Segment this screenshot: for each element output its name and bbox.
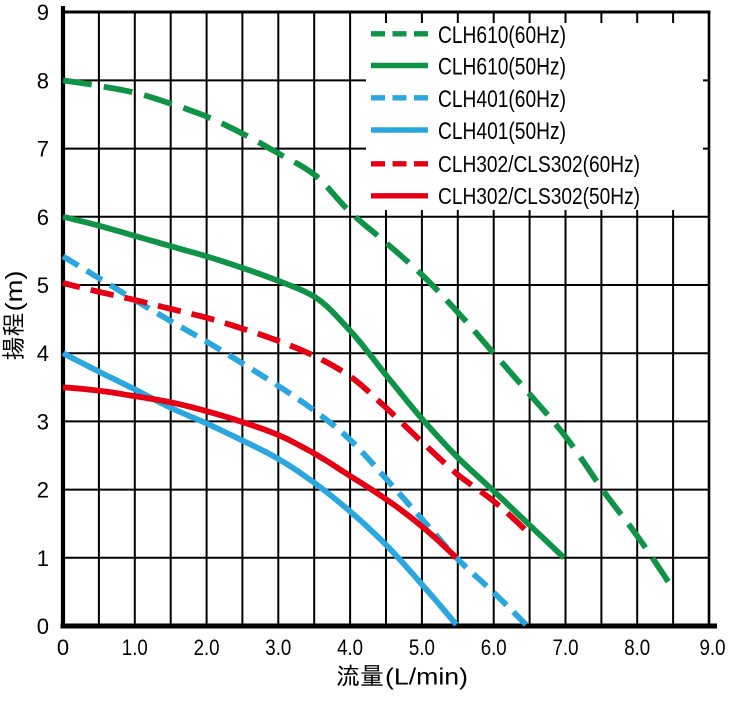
svg-text:CLH302/CLS302(60Hz): CLH302/CLS302(60Hz) xyxy=(438,151,640,177)
svg-text:(m): (m) xyxy=(1,271,27,312)
svg-text:8.0: 8.0 xyxy=(624,635,650,660)
svg-text:1: 1 xyxy=(37,546,49,571)
svg-text:8: 8 xyxy=(37,68,49,93)
svg-text:1.0: 1.0 xyxy=(122,635,148,660)
svg-text:5.0: 5.0 xyxy=(409,635,435,660)
svg-text:0: 0 xyxy=(57,635,69,660)
svg-text:6.0: 6.0 xyxy=(481,635,507,660)
svg-text:CLH610(50Hz): CLH610(50Hz) xyxy=(438,54,566,81)
svg-text:(L/min): (L/min) xyxy=(385,664,468,690)
svg-text:7: 7 xyxy=(37,137,49,162)
svg-text:CLH610(60Hz): CLH610(60Hz) xyxy=(438,22,566,49)
svg-text:9.0: 9.0 xyxy=(700,635,726,660)
svg-text:CLH401(60Hz): CLH401(60Hz) xyxy=(438,86,566,113)
svg-text:CLH302/CLS302(50Hz): CLH302/CLS302(50Hz) xyxy=(438,183,640,209)
svg-text:7.0: 7.0 xyxy=(553,635,579,660)
svg-text:2.0: 2.0 xyxy=(194,635,220,660)
svg-text:CLH401(50Hz): CLH401(50Hz) xyxy=(438,118,566,145)
svg-text:4.0: 4.0 xyxy=(337,635,363,660)
svg-text:6: 6 xyxy=(37,205,49,230)
svg-text:3: 3 xyxy=(37,409,49,434)
svg-text:3.0: 3.0 xyxy=(265,635,291,660)
svg-text:5: 5 xyxy=(37,273,49,298)
svg-text:2: 2 xyxy=(37,478,49,503)
svg-text:0: 0 xyxy=(37,614,49,639)
svg-text:9: 9 xyxy=(37,0,49,25)
svg-text:4: 4 xyxy=(37,341,49,366)
